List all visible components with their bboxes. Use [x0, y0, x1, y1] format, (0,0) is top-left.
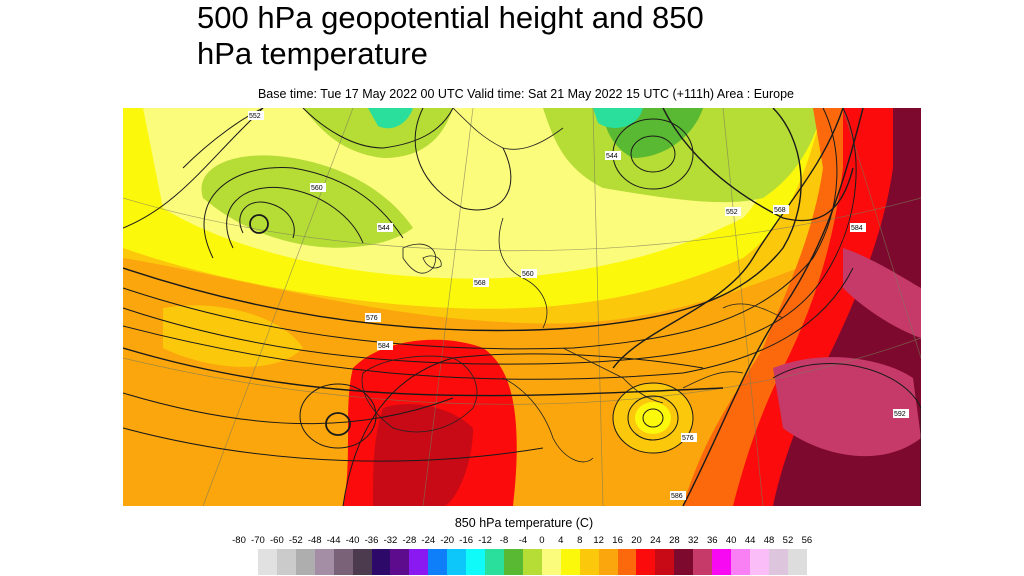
- legend-tick: -16: [459, 535, 474, 546]
- legend-swatch: [541, 549, 561, 575]
- legend-swatch: [276, 549, 296, 575]
- legend-tick: 36: [706, 535, 718, 546]
- contour-label: 560: [311, 185, 323, 192]
- legend-swatch: [674, 549, 694, 575]
- legend-tick: 32: [688, 535, 699, 546]
- contour-label: 576: [682, 435, 694, 442]
- legend-swatch: [295, 549, 315, 575]
- legend-tick: 52: [782, 535, 794, 546]
- contour-label: 568: [774, 207, 786, 214]
- legend-tick: -40: [345, 535, 360, 546]
- contour-label: 560: [522, 271, 534, 278]
- legend-tick: 28: [669, 535, 680, 546]
- legend-tick: -24: [421, 535, 436, 546]
- legend-tick: -48: [307, 535, 322, 546]
- contour-label: 544: [378, 225, 390, 232]
- legend-tick: -52: [288, 535, 303, 546]
- legend-swatch: [314, 549, 334, 575]
- contour-label: 544: [606, 153, 618, 160]
- legend-tick: -60: [269, 535, 284, 546]
- legend-tick: -70: [251, 535, 265, 546]
- contour-label: 584: [378, 343, 390, 350]
- legend-swatch: [522, 549, 542, 575]
- legend-ticks: -80 -70 -60 -52 -48 -44 -40 -36 -32 -28 -24 -20 -16-…: [230, 535, 830, 547]
- legend-swatch: [579, 549, 599, 575]
- legend-tick: -44: [326, 535, 341, 546]
- legend-tick: 16: [612, 535, 623, 546]
- legend-swatch: [503, 549, 523, 575]
- map-canvas: 552 560 544 544 552 560 568 576 584 568 …: [123, 108, 921, 506]
- legend-tick: -80: [232, 535, 246, 546]
- legend-swatch: [466, 549, 486, 575]
- chart-title: 500 hPa geopotential height and 850 hPa …: [197, 0, 704, 71]
- legend-swatch: [428, 549, 448, 575]
- legend-tick: -8: [499, 535, 509, 546]
- legend-tick: 56: [801, 535, 813, 546]
- contour-label: 576: [366, 315, 378, 322]
- legend-title: 850 hPa temperature (C): [454, 516, 594, 530]
- legend-swatch: [749, 549, 769, 575]
- legend-tick: 8: [577, 535, 583, 546]
- legend-swatch: [352, 549, 372, 575]
- contour-label: 552: [726, 209, 738, 216]
- contour-label: 568: [474, 280, 486, 287]
- legend-swatch: [447, 549, 467, 575]
- legend-swatch: [390, 549, 410, 575]
- legend-swatch: [712, 549, 732, 575]
- legend-tick: 40: [725, 535, 737, 546]
- legend-swatch: [617, 549, 637, 575]
- legend-swatch: [485, 549, 504, 575]
- legend-swatch: [333, 549, 353, 575]
- legend-swatch: [636, 549, 656, 575]
- legend-swatch: [598, 549, 618, 575]
- legend-tick: -32: [383, 535, 398, 546]
- legend-tick: 44: [744, 535, 756, 546]
- legend-color-bar: [258, 549, 807, 575]
- contour-label: 586: [671, 493, 683, 500]
- contour-label: 552: [249, 113, 261, 120]
- legend-swatch: [787, 549, 807, 575]
- legend-tick: 48: [763, 535, 775, 546]
- legend-swatch: [693, 549, 713, 575]
- legend-swatch: [258, 549, 277, 575]
- legend-tick: 24: [650, 535, 661, 546]
- legend-tick: 20: [631, 535, 642, 546]
- legend-swatch: [731, 549, 750, 575]
- legend-swatch: [409, 549, 429, 575]
- legend-swatch: [560, 549, 580, 575]
- legend-tick: 0: [539, 535, 545, 546]
- chart-subtitle: Base time: Tue 17 May 2022 00 UTC Valid …: [257, 87, 795, 101]
- contour-label: 584: [851, 225, 863, 232]
- legend-tick: -4: [518, 535, 528, 546]
- legend-tick: -12: [478, 535, 492, 546]
- legend-tick: 4: [558, 535, 564, 546]
- legend-tick: 12: [593, 535, 604, 546]
- weather-map: 552 560 544 544 552 560 568 576 584 568 …: [123, 108, 921, 506]
- legend-swatch: [768, 549, 788, 575]
- contour-label: 592: [894, 411, 906, 418]
- legend-tick: -36: [364, 535, 379, 546]
- legend-swatch: [655, 549, 675, 575]
- legend-tick: -20: [440, 535, 455, 546]
- legend-tick: -28: [402, 535, 417, 546]
- legend-swatch: [371, 549, 391, 575]
